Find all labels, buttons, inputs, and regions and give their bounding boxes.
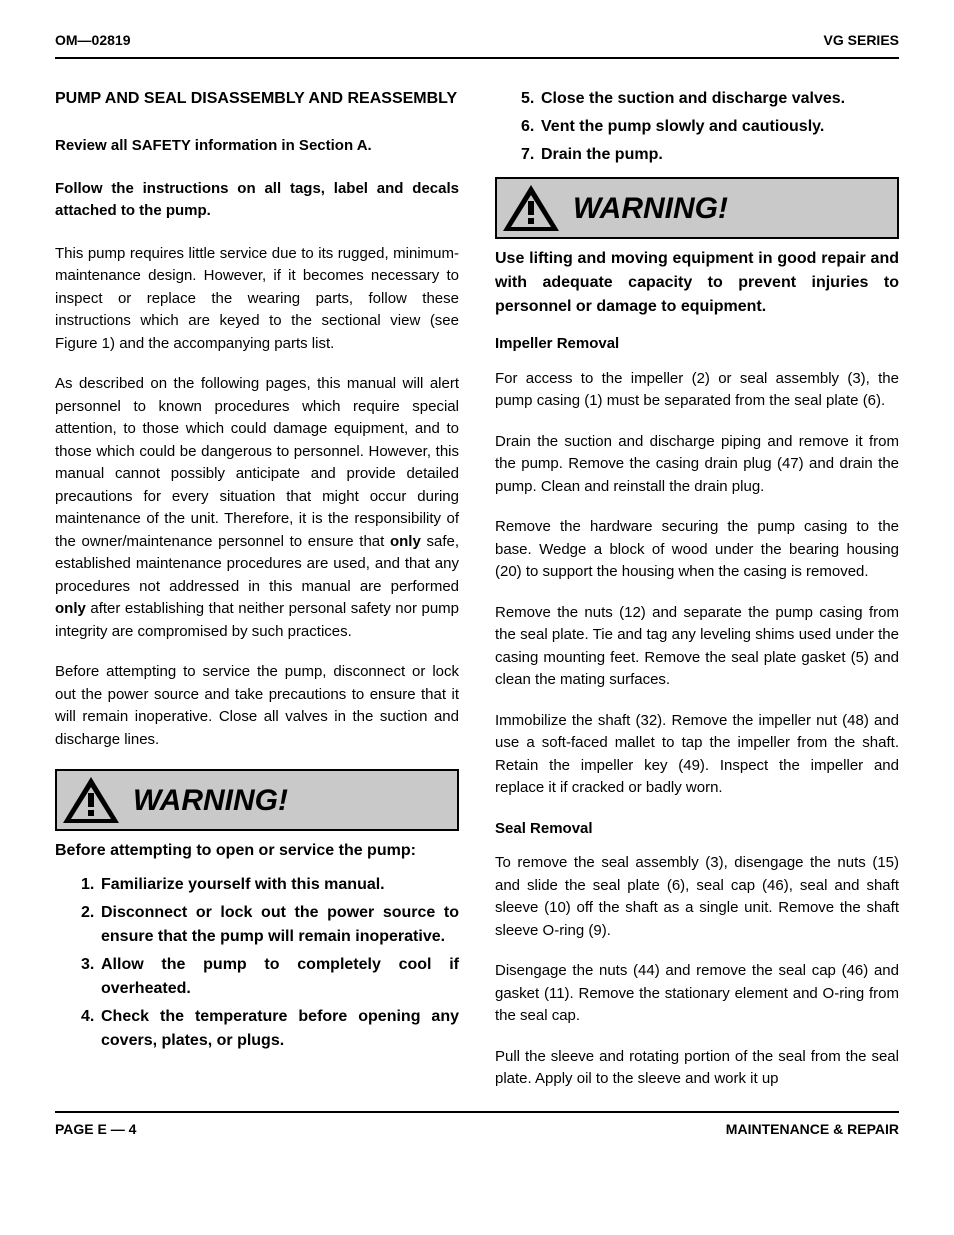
footer-right: MAINTENANCE & REPAIR: [726, 1119, 899, 1140]
r-para-5: Immobilize the shaft (32). Remove the im…: [495, 710, 899, 800]
warn-item-1: 1.Familiarize yourself with this manual.: [81, 873, 459, 897]
content-columns: PUMP AND SEAL DISASSEMBLY AND REASSEMBLY…: [55, 87, 899, 1091]
r-para-8: Pull the sleeve and rotating portion of …: [495, 1046, 899, 1091]
r-para-2: Drain the suction and discharge piping a…: [495, 431, 899, 499]
page-footer: PAGE E — 4 MAINTENANCE & REPAIR: [55, 1111, 899, 1140]
warn-item-2: 2.Disconnect or lock out the power sourc…: [81, 901, 459, 949]
para-2-only2: only: [55, 600, 86, 617]
warning-triangle-icon: [501, 183, 561, 233]
header-left: OM—02819: [55, 30, 130, 51]
para-2-a: As described on the following pages, thi…: [55, 375, 459, 550]
header-right: VG SERIES: [824, 30, 899, 51]
left-column: PUMP AND SEAL DISASSEMBLY AND REASSEMBLY…: [55, 87, 459, 1091]
safety-review: Review all SAFETY information in Section…: [55, 135, 459, 158]
warn-item-5: 5.Close the suction and discharge valves…: [521, 87, 899, 111]
follow-instructions: Follow the instructions on all tags, lab…: [55, 178, 459, 223]
section-title: PUMP AND SEAL DISASSEMBLY AND REASSEMBLY: [55, 87, 459, 111]
warn-item-4: 4.Check the temperature before opening a…: [81, 1005, 459, 1053]
warn-item-6: 6.Vent the pump slowly and cautiously.: [521, 115, 899, 139]
warning-intro: Before attempting to open or service the…: [55, 839, 459, 863]
para-2-d: after establishing that neither personal…: [55, 600, 459, 640]
r-para-3: Remove the hardware securing the pump ca…: [495, 516, 899, 584]
warn-item-3: 3.Allow the pump to completely cool if o…: [81, 953, 459, 1001]
warning-triangle-icon: [61, 775, 121, 825]
warning-para: Use lifting and moving equipment in good…: [495, 247, 899, 319]
warning-label: WARNING!: [573, 186, 728, 231]
r-para-4: Remove the nuts (12) and separate the pu…: [495, 602, 899, 692]
para-3: Before attempting to service the pump, d…: [55, 661, 459, 751]
subhead-seal: Seal Removal: [495, 818, 899, 841]
r-para-1: For access to the impeller (2) or seal a…: [495, 368, 899, 413]
warning-list-left: 1.Familiarize yourself with this manual.…: [55, 873, 459, 1053]
r-para-7: Disengage the nuts (44) and remove the s…: [495, 960, 899, 1028]
r-para-6: To remove the seal assembly (3), disenga…: [495, 852, 899, 942]
right-column: 5.Close the suction and discharge valves…: [495, 87, 899, 1091]
warning-box-1: WARNING!: [55, 769, 459, 831]
para-1: This pump requires little service due to…: [55, 243, 459, 356]
page-header: OM—02819 VG SERIES: [55, 30, 899, 59]
para-2-only1: only: [390, 533, 421, 550]
warning-box-2: WARNING!: [495, 177, 899, 239]
warning-label: WARNING!: [133, 778, 288, 823]
footer-left: PAGE E — 4: [55, 1119, 136, 1140]
warn-item-7: 7.Drain the pump.: [521, 143, 899, 167]
para-2: As described on the following pages, thi…: [55, 373, 459, 643]
subhead-impeller: Impeller Removal: [495, 333, 899, 356]
warning-list-right: 5.Close the suction and discharge valves…: [495, 87, 899, 167]
